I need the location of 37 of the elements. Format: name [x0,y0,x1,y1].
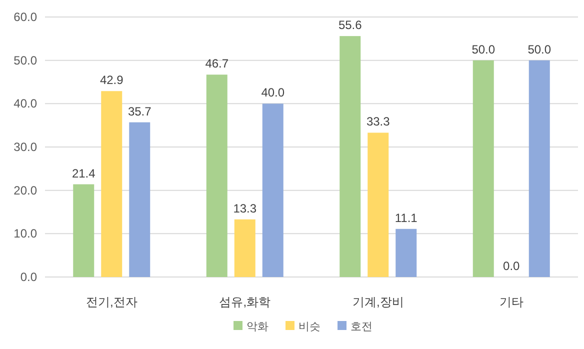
data-label: 42.9 [100,73,124,88]
data-label: 55.6 [338,18,362,32]
data-label: 35.7 [128,104,152,118]
y-tick-label: 0.0 [20,270,38,284]
y-tick-label: 40.0 [14,96,38,111]
data-label: 13.3 [233,201,257,216]
bar [129,122,150,277]
x-tick-label: 기타 [499,295,524,309]
y-tick-label: 20.0 [14,183,38,198]
data-label: 50.0 [472,42,496,56]
data-label: 46.7 [205,56,229,71]
bar [340,36,361,277]
bar [396,228,417,277]
data-label: 50.0 [528,42,552,56]
x-tick-label: 섬유,화학 [219,295,271,309]
data-label: 0.0 [503,259,520,273]
bar [472,60,494,277]
bar [206,74,228,277]
bar [528,60,550,277]
legend-label: 악화 [246,321,268,333]
bar [101,91,122,277]
bar [234,219,256,277]
bar [73,184,94,277]
data-label: 33.3 [366,114,390,129]
y-tick-label: 50.0 [14,53,38,68]
x-tick-label: 전기,전자 [86,295,138,309]
legend-label: 호전 [350,321,372,333]
x-tick-label: 기계,장비 [352,295,404,309]
y-tick-label: 30.0 [14,140,38,154]
data-label: 40.0 [261,86,285,100]
bar [368,132,389,277]
legend-label: 비슷 [298,321,320,333]
data-label: 11.1 [394,210,418,225]
data-label: 21.4 [72,166,96,180]
y-tick-label: 10.0 [14,226,38,241]
y-tick-label: 60.0 [14,10,38,24]
bar [262,104,284,277]
